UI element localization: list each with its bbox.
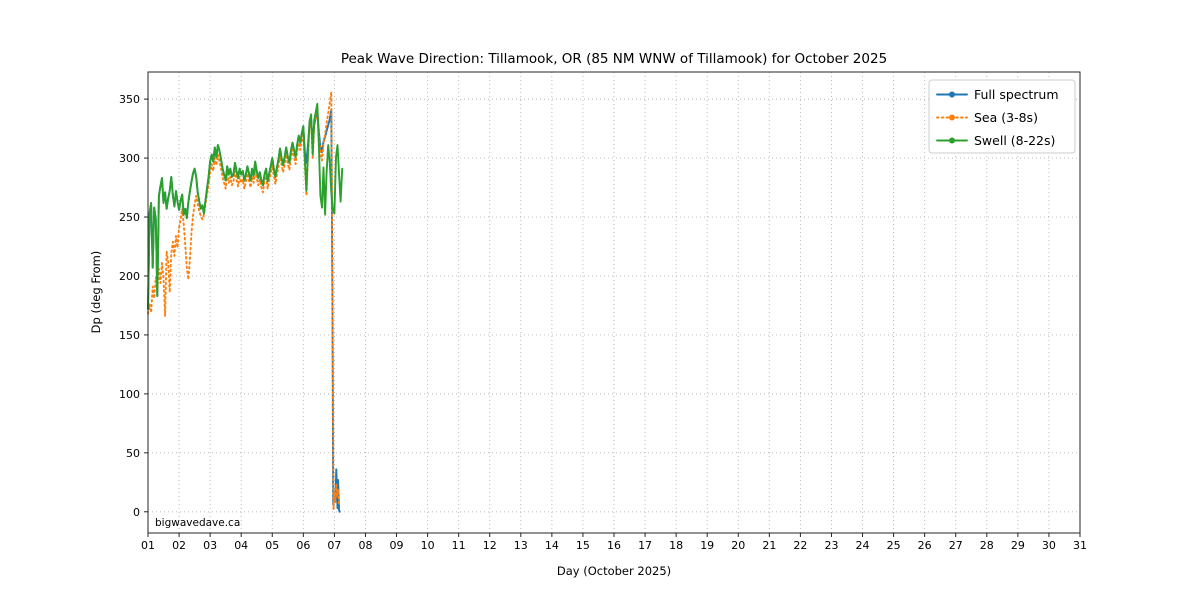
x-tick-label: 15	[576, 539, 590, 552]
legend-label-sea-3-8s: Sea (3-8s)	[974, 110, 1038, 125]
y-axis-label: Dp (deg From)	[89, 251, 103, 334]
x-tick-label: 03	[203, 539, 217, 552]
x-tick-label: 19	[700, 539, 714, 552]
series-line-swell-8-22s	[147, 102, 344, 310]
series-line-full-spectrum	[147, 108, 341, 513]
x-tick-label: 25	[887, 539, 901, 552]
chart-title: Peak Wave Direction: Tillamook, OR (85 N…	[341, 51, 887, 67]
axis-ticks: 01 02 03 04 05 06 07 08 09 10 11 12 13 14 15 16 17 18 19 20…	[119, 93, 1087, 552]
x-tick-label: 02	[172, 539, 186, 552]
y-tick-label: 50	[126, 447, 140, 460]
x-tick-label: 04	[234, 539, 248, 552]
y-tick-label: 200	[119, 270, 140, 283]
x-tick-label: 31	[1073, 539, 1087, 552]
y-tick-label: 0	[133, 506, 140, 519]
x-tick-label: 26	[918, 539, 932, 552]
legend: Full spectrum Sea (3-8s) Swell (8-22s)	[928, 79, 1076, 154]
legend-marker	[949, 91, 955, 98]
x-tick-label: 21	[762, 539, 776, 552]
x-tick-label: 30	[1042, 539, 1056, 552]
x-tick-label: 08	[358, 539, 372, 552]
x-tick-label: 24	[856, 539, 870, 552]
legend-label-full-spectrum: Full spectrum	[974, 87, 1059, 102]
x-tick-label: 23	[824, 539, 838, 552]
x-tick-label: 05	[265, 539, 279, 552]
x-tick-label: 07	[327, 539, 341, 552]
x-tick-label: 01	[141, 539, 155, 552]
x-tick-label: 16	[607, 539, 621, 552]
legend-marker	[949, 137, 955, 144]
x-tick-label: 10	[421, 539, 435, 552]
x-tick-label: 06	[296, 539, 310, 552]
x-tick-label: 13	[514, 539, 528, 552]
x-tick-label: 28	[980, 539, 994, 552]
x-tick-label: 20	[731, 539, 745, 552]
y-tick-label: 100	[119, 388, 140, 401]
series-layer	[147, 91, 344, 513]
x-tick-label: 17	[638, 539, 652, 552]
x-tick-label: 12	[483, 539, 497, 552]
x-tick-label: 27	[949, 539, 963, 552]
y-tick-label: 350	[119, 93, 140, 106]
x-tick-label: 29	[1011, 539, 1025, 552]
legend-marker	[949, 114, 955, 121]
x-tick-label: 14	[545, 539, 559, 552]
watermark: bigwavedave.ca	[155, 517, 240, 529]
series-line-sea-3-8s	[147, 91, 341, 511]
x-tick-label: 18	[669, 539, 683, 552]
legend-label-swell-8-22s: Swell (8-22s)	[974, 133, 1055, 148]
x-tick-label: 09	[390, 539, 404, 552]
x-tick-label: 22	[793, 539, 807, 552]
legend-box	[928, 79, 1076, 154]
x-tick-label: 11	[452, 539, 466, 552]
y-tick-label: 300	[119, 152, 140, 165]
y-tick-label: 250	[119, 211, 140, 224]
y-tick-label: 150	[119, 329, 140, 342]
x-axis-label: Day (October 2025)	[557, 564, 671, 578]
